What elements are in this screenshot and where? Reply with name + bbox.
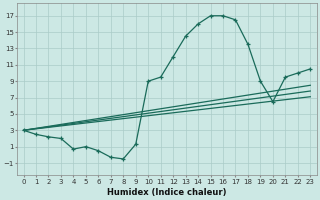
- X-axis label: Humidex (Indice chaleur): Humidex (Indice chaleur): [107, 188, 227, 197]
